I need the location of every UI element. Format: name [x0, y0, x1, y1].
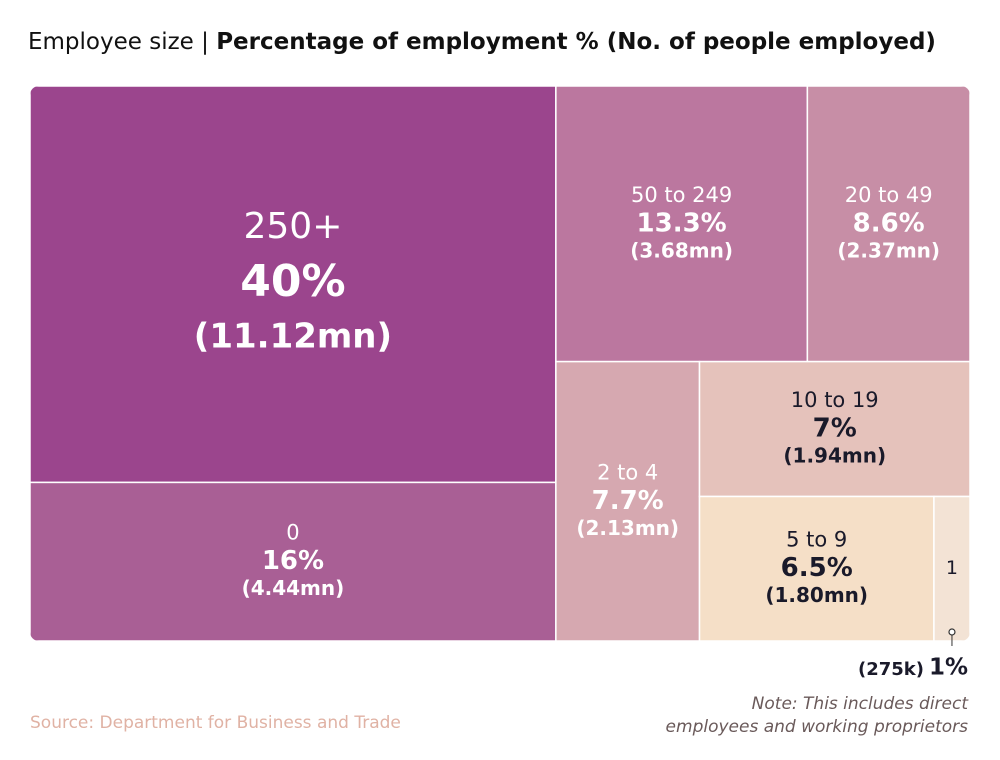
cell-label: 2 to 4: [597, 460, 658, 484]
cell: [555, 360, 701, 641]
employed-label: (2.37mn): [837, 238, 940, 262]
employed-label: (1.80mn): [765, 583, 868, 607]
cell-label: 0: [286, 521, 299, 545]
employed-label: (4.44mn): [242, 576, 345, 600]
cell-label: 5 to 9: [786, 528, 847, 552]
cell-label: 20 to 49: [845, 183, 933, 207]
treemap: [30, 86, 970, 641]
note: Note: This includes direct: [752, 694, 970, 714]
title-lead: Employee size |: [28, 29, 209, 55]
source: Source: Department for Business and Trad…: [30, 713, 401, 733]
employed-label: (11.12mn): [194, 317, 392, 357]
cell-label: 50 to 249: [631, 183, 732, 207]
employed-label: (3.68mn): [630, 238, 733, 262]
cell: [933, 495, 970, 641]
employed-label: (1.94mn): [783, 444, 886, 468]
value-label: 1%: [929, 655, 968, 681]
cell-label: 10 to 19: [791, 388, 879, 412]
title: Percentage of employment % (No. of peopl…: [216, 29, 936, 55]
employed-label: (275k): [858, 659, 924, 680]
note: employees and working proprietors: [666, 717, 969, 737]
cell: [555, 86, 809, 363]
chart-title: Employee size | Percentage of employment…: [28, 29, 936, 55]
value-label: 13.3%: [637, 208, 727, 238]
value-label: 40%: [240, 256, 345, 307]
value-label: 6.5%: [781, 553, 853, 583]
cell: [30, 481, 557, 641]
cell-label: 1: [946, 557, 958, 579]
value-label: 7%: [813, 414, 857, 444]
value-label: 7.7%: [592, 486, 664, 516]
value-label: 16%: [262, 546, 324, 576]
cell: [30, 86, 557, 484]
cell-label: 250+: [243, 206, 342, 247]
value-label: 8.6%: [853, 208, 925, 238]
cell: [698, 495, 935, 641]
cell: [698, 360, 970, 498]
employed-label: (2.13mn): [576, 516, 679, 540]
pin-head: [948, 628, 956, 636]
